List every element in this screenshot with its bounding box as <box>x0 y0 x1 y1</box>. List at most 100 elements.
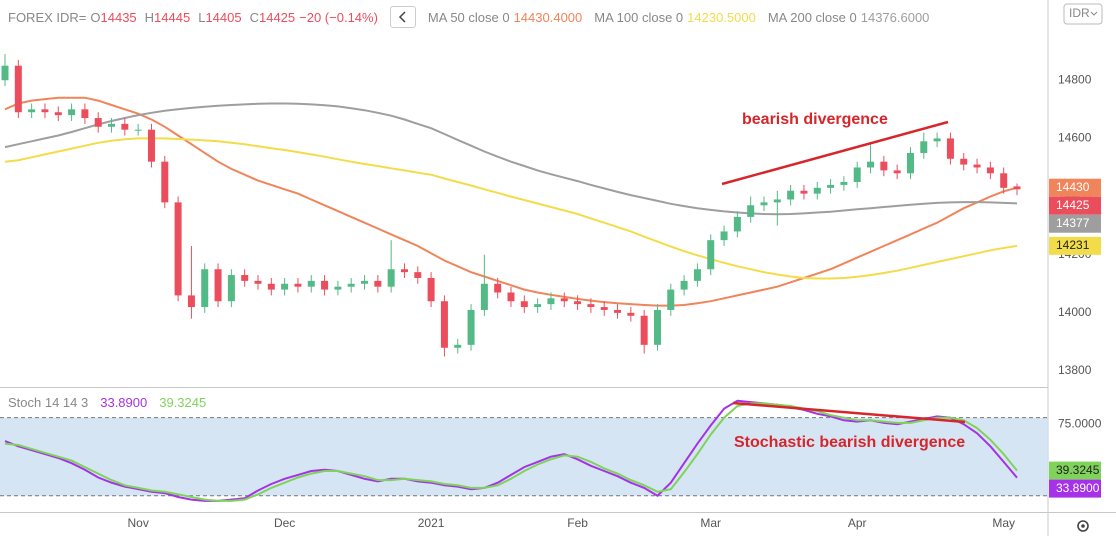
ma-value: 14430.4000 <box>513 9 583 25</box>
ohlc-values: O 14435 H 14445 L 14405 C 14425 <box>90 10 295 25</box>
candle-body <box>773 199 781 203</box>
stoch-legend: Stoch 14 14 3 33.8900 39.3245 <box>8 395 206 410</box>
collapse-icon <box>398 11 406 23</box>
candle-body <box>587 304 595 308</box>
symbol-title: FOREX IDR= <box>8 9 87 25</box>
candle-body <box>960 158 968 165</box>
candle-body <box>387 269 395 287</box>
price-tag-label: 33.8900 <box>1056 481 1100 495</box>
stoch-band-layer <box>0 417 1048 497</box>
candle-body <box>827 184 835 188</box>
candle-body <box>693 269 701 281</box>
plot-layer <box>1 54 1021 502</box>
candle-body <box>1013 186 1021 190</box>
ohlc-value: 14445 <box>154 9 191 25</box>
annotation: bearish divergence <box>742 111 888 128</box>
candle-body <box>813 187 821 194</box>
candle-body <box>494 283 502 293</box>
trend-line <box>732 401 966 424</box>
settings-button[interactable] <box>1077 520 1089 532</box>
y-tick-label: 14600 <box>1058 131 1092 145</box>
candle-body <box>906 152 914 174</box>
ohlc-value: 14435 <box>100 9 137 25</box>
price-tag-label: 14231 <box>1056 238 1090 252</box>
candle-body <box>853 167 861 183</box>
candle-body <box>720 231 728 241</box>
stoch-value: 33.8900 <box>100 395 148 410</box>
y-tick-label: 13800 <box>1058 363 1092 377</box>
candle-body <box>733 216 741 232</box>
candle-body <box>920 141 928 153</box>
ma-legend: MA 50 close 0 14430.4000 MA 100 close 0 142… <box>428 10 930 25</box>
candle-body <box>1000 173 1008 188</box>
candle-body <box>214 269 222 302</box>
candle-body <box>440 301 448 348</box>
price-tag <box>1049 461 1101 480</box>
change-value: −20 (−0.14%) <box>299 9 378 25</box>
candle-body <box>986 167 994 174</box>
candle-body <box>747 205 755 217</box>
candle-body <box>560 298 568 302</box>
ma-name: MA 50 close 0 <box>427 9 510 25</box>
candle-body <box>201 269 209 308</box>
candle-body <box>946 138 954 159</box>
ohlc-label: O <box>90 9 101 25</box>
ohlc-label: C <box>249 9 259 25</box>
candle-body <box>121 123 129 130</box>
price-tag-label: 14377 <box>1056 216 1090 230</box>
chevron <box>398 11 406 23</box>
x-tick-label: 2021 <box>418 516 445 530</box>
candle-body <box>361 280 369 284</box>
collapse-button[interactable] <box>389 6 416 28</box>
candle-body <box>933 138 941 142</box>
stoch-band <box>0 417 1048 496</box>
candle-body <box>627 312 635 316</box>
stoch-value: 39.3245 <box>159 395 207 410</box>
x-tick-label: Feb <box>567 516 588 530</box>
ohlc-label: H <box>144 9 155 25</box>
line-series <box>4 96 1018 307</box>
candle-body <box>187 295 195 308</box>
candle-body <box>54 112 62 116</box>
ma-name: MA 100 close 0 <box>594 9 684 25</box>
candle-body <box>347 283 355 287</box>
candle-body <box>614 309 622 313</box>
candle-body <box>14 65 22 113</box>
candle-body <box>534 304 542 308</box>
candle-body <box>600 307 608 310</box>
candle-body <box>653 309 661 345</box>
candle-body <box>893 170 901 174</box>
candle-body <box>760 202 768 206</box>
candle-body <box>787 190 795 200</box>
candle-body <box>454 344 462 348</box>
candle-body <box>574 301 582 305</box>
annotation: Stochastic bearish divergence <box>734 434 965 451</box>
x-tick-label: Mar <box>700 516 721 530</box>
candle-body <box>374 280 382 287</box>
candle-body <box>640 315 648 345</box>
axis-layer: NovDec2021FebMarAprMay138001400014200144… <box>127 72 1101 530</box>
candle-body <box>147 129 155 162</box>
candle-body <box>94 118 102 127</box>
candle-body <box>28 109 36 113</box>
x-tick-label: Nov <box>127 516 148 530</box>
candle-body <box>281 283 289 290</box>
candle-body <box>174 202 182 296</box>
ohlc-value: 14405 <box>205 9 242 25</box>
candle-body <box>867 161 875 168</box>
line-series <box>4 399 1018 502</box>
currency-button[interactable]: IDR <box>1063 3 1103 25</box>
candle-body <box>507 292 515 302</box>
x-tick-label: Dec <box>274 516 295 530</box>
price-tag <box>1049 479 1101 498</box>
line-series <box>4 402 1018 502</box>
trend-line <box>721 120 949 186</box>
candle-body <box>707 240 715 270</box>
candle-body <box>294 283 302 287</box>
candle-body <box>973 164 981 168</box>
candle-body <box>880 161 888 171</box>
candle-body <box>241 275 249 281</box>
candle-body <box>547 298 555 305</box>
